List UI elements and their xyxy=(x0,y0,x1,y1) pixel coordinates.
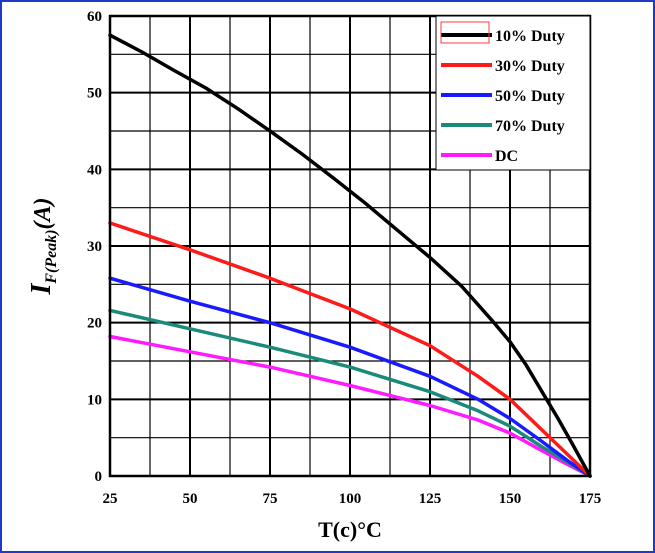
y-axis-label-tail: (A) xyxy=(30,197,56,229)
y-axis-label-sub: F(Peak) xyxy=(43,229,60,284)
series-layer xyxy=(108,33,592,478)
x-tick-label: 125 xyxy=(419,491,442,507)
y-axis-label: IF(Peak)(A) xyxy=(26,197,60,295)
y-tick-label: 10 xyxy=(87,392,102,408)
y-tick-label: 50 xyxy=(87,86,102,102)
series-line xyxy=(108,221,592,478)
y-axis-label-main: I xyxy=(26,283,57,296)
legend-label: 70% Duty xyxy=(495,118,565,135)
x-tick-label: 100 xyxy=(339,491,362,507)
ticks: 25 50 75 100 125 150 175 0 10 20 30 40 50 60 xyxy=(87,9,601,507)
legend-label: DC xyxy=(495,148,518,165)
legend-label: 30% Duty xyxy=(495,58,565,75)
legend-label: 10% Duty xyxy=(495,28,565,45)
x-tick-label: 75 xyxy=(263,491,278,507)
x-tick-label: 175 xyxy=(579,491,602,507)
series-line xyxy=(108,334,592,478)
x-tick-label: 25 xyxy=(103,491,118,507)
y-tick-label: 40 xyxy=(87,162,102,178)
legend-highlight-box xyxy=(440,21,490,44)
x-axis-label: T(c)°C xyxy=(318,517,382,542)
plot-border xyxy=(108,14,592,478)
x-tick-label: 50 xyxy=(183,491,198,507)
y-tick-label: 30 xyxy=(87,239,102,255)
y-tick-label: 60 xyxy=(87,9,102,25)
legend-label: 50% Duty xyxy=(495,88,565,105)
y-tick-label: 0 xyxy=(95,469,103,485)
series-line xyxy=(108,276,592,478)
x-tick-label: 150 xyxy=(499,491,522,507)
y-tick-label: 20 xyxy=(87,316,102,332)
legend: 10% Duty 30% Duty 50% Duty 70% Duty DC xyxy=(435,15,591,171)
series-line xyxy=(108,33,592,478)
series-line xyxy=(108,308,592,478)
